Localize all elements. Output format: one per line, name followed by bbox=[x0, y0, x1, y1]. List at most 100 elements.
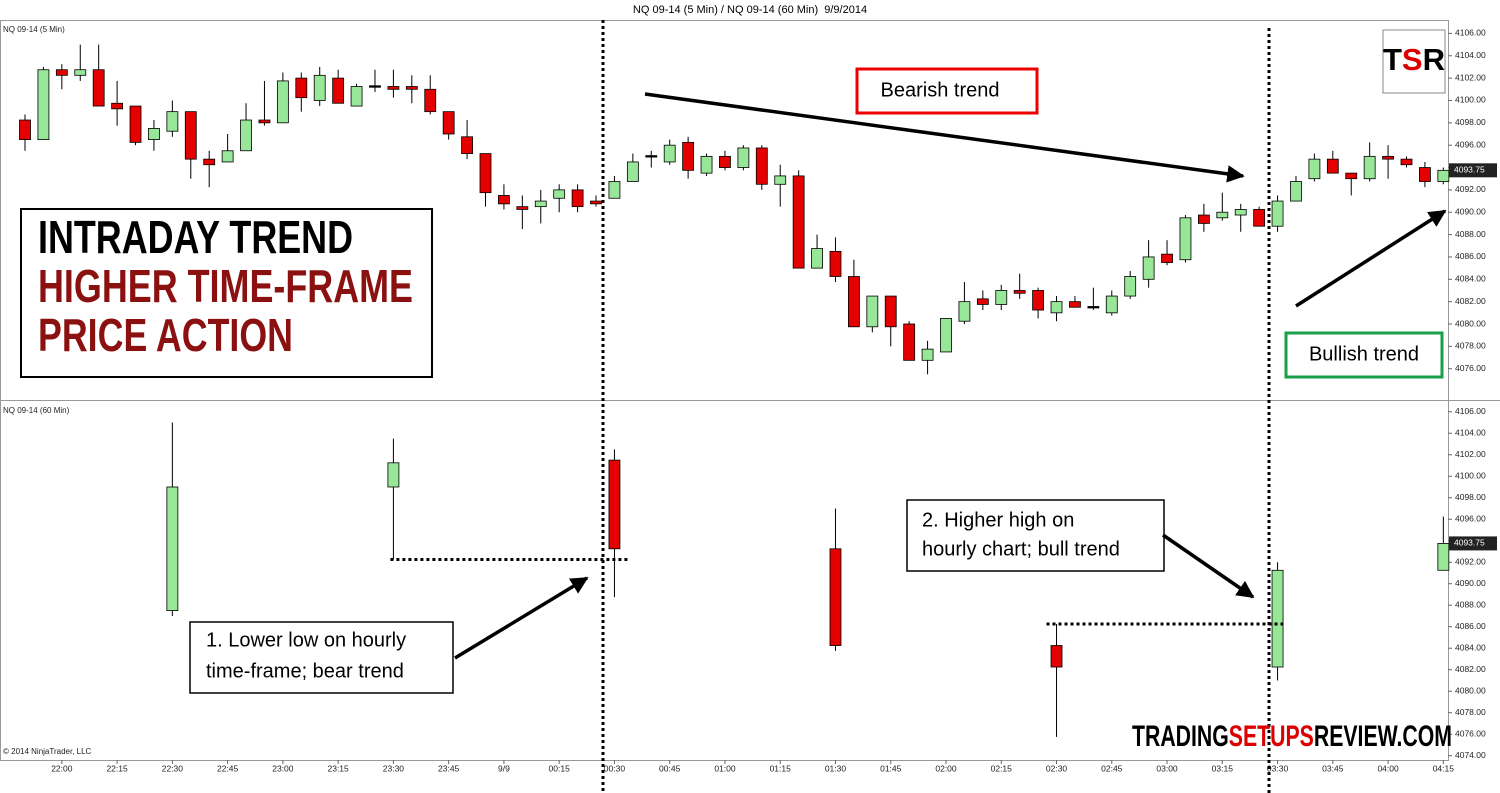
last-price-label: 4093.75 bbox=[1454, 165, 1485, 175]
watermark-part: SETUPS bbox=[1229, 720, 1314, 753]
candle-body bbox=[111, 102, 123, 110]
candle-body bbox=[645, 155, 658, 158]
watermark-part: TRADING bbox=[1132, 720, 1229, 753]
annotation: 1. Lower low on hourly bbox=[206, 629, 406, 651]
headline-line: INTRADAY TREND bbox=[38, 211, 353, 263]
candle-body bbox=[129, 105, 142, 143]
candle-body bbox=[240, 119, 252, 152]
candle-body bbox=[1216, 211, 1229, 219]
x-tick-label: 01:45 bbox=[880, 763, 902, 773]
candle-body bbox=[811, 248, 823, 269]
candle-body bbox=[1363, 155, 1376, 180]
panel-title: NQ 09-14 (60 Min) bbox=[3, 406, 70, 415]
candle-body bbox=[350, 86, 363, 107]
x-tick-label: 9/9 bbox=[498, 763, 510, 773]
candle-body bbox=[442, 111, 455, 135]
candle-body bbox=[1087, 306, 1100, 309]
x-tick-label: 04:15 bbox=[1433, 763, 1455, 773]
candle-body bbox=[958, 301, 971, 322]
headline-box bbox=[20, 208, 433, 378]
annotation-box bbox=[906, 499, 1165, 572]
candle-body bbox=[774, 175, 787, 185]
candle-body bbox=[903, 323, 916, 361]
candle-body bbox=[700, 155, 713, 174]
x-tick-label: 03:00 bbox=[1156, 763, 1178, 773]
logo-letter: T bbox=[1383, 42, 1402, 77]
candle-body bbox=[1290, 181, 1302, 202]
y-tick-label: 4076.00 bbox=[1455, 363, 1486, 373]
candle-body bbox=[534, 200, 547, 208]
arrow bbox=[1162, 533, 1255, 599]
x-tick-label: 22:30 bbox=[162, 763, 184, 773]
candle-body bbox=[1124, 276, 1137, 297]
x-tick-label: 23:45 bbox=[438, 763, 460, 773]
last-price-box bbox=[1449, 536, 1497, 551]
candle-body bbox=[1253, 209, 1266, 227]
candle-body bbox=[203, 158, 216, 166]
arrow bbox=[1295, 209, 1447, 308]
x-tick-label: 02:15 bbox=[991, 763, 1013, 773]
y-tick-label: 4090.00 bbox=[1455, 578, 1486, 588]
candle-body bbox=[829, 548, 842, 646]
candle-body bbox=[313, 74, 326, 101]
y-tick-label: 4096.00 bbox=[1455, 139, 1486, 149]
candle-body bbox=[276, 80, 289, 124]
y-tick-label: 4076.00 bbox=[1455, 728, 1486, 738]
candle-body bbox=[424, 88, 437, 113]
candle-body bbox=[1326, 158, 1339, 174]
annotation: Bearish trend bbox=[881, 79, 1000, 101]
candle-body bbox=[866, 295, 879, 328]
candle-body bbox=[479, 153, 492, 194]
candle-body bbox=[1271, 569, 1284, 668]
logo-letter: R bbox=[1423, 42, 1445, 77]
candle-body bbox=[19, 119, 31, 140]
candle-body bbox=[995, 290, 1008, 305]
x-tick-label: 03:30 bbox=[1267, 763, 1289, 773]
marks: NQ 09-14 (5 Min) 4076.00 4078.00 4080.00 408… bbox=[3, 25, 1497, 773]
x-tick-label: 23:30 bbox=[383, 763, 405, 773]
candle-body bbox=[498, 195, 510, 205]
y-tick-label: 4086.00 bbox=[1455, 251, 1486, 261]
x-tick-label: 00:45 bbox=[659, 763, 681, 773]
logo-box bbox=[1382, 29, 1446, 94]
candle-body bbox=[258, 119, 271, 124]
candle-body bbox=[1105, 295, 1118, 314]
candle-body bbox=[590, 200, 602, 205]
candle-body bbox=[92, 69, 105, 107]
y-tick-label: 4102.00 bbox=[1455, 72, 1486, 82]
x-tick-label: 02:00 bbox=[935, 763, 957, 773]
x-tick-label: 22:00 bbox=[51, 763, 73, 773]
candle-body bbox=[1345, 172, 1358, 180]
candle-body bbox=[1179, 217, 1192, 261]
x-tick-label: 04:00 bbox=[1377, 763, 1399, 773]
candle-body bbox=[1308, 158, 1321, 180]
annotation: Bullish trend bbox=[1309, 343, 1419, 365]
candle-body bbox=[184, 111, 197, 160]
candle-body bbox=[166, 111, 179, 132]
candle-body bbox=[37, 69, 50, 140]
y-tick-label: 4082.00 bbox=[1455, 664, 1486, 674]
candle-body bbox=[719, 155, 731, 168]
annotation-box bbox=[1284, 331, 1444, 379]
y-tick-label: 4084.00 bbox=[1455, 642, 1486, 652]
x-tick-label: 01:30 bbox=[825, 763, 847, 773]
candle-body bbox=[829, 250, 842, 277]
logo: TSR bbox=[1383, 42, 1445, 77]
candle-body bbox=[55, 69, 68, 76]
candle-body bbox=[884, 295, 897, 328]
x-tick-label: 03:45 bbox=[1322, 763, 1344, 773]
y-tick-label: 4092.00 bbox=[1455, 556, 1486, 566]
candle-body bbox=[626, 161, 639, 182]
candle-body bbox=[1050, 645, 1063, 668]
annotation: time-frame; bear trend bbox=[206, 660, 404, 682]
x-tick-label: 01:00 bbox=[714, 763, 736, 773]
y-tick-label: 4104.00 bbox=[1455, 50, 1486, 60]
x-tick-label: 01:15 bbox=[770, 763, 792, 773]
candle-body bbox=[608, 181, 621, 199]
candle-body bbox=[369, 85, 381, 88]
candle-body bbox=[1142, 256, 1155, 280]
x-tick-label: 02:45 bbox=[1101, 763, 1123, 773]
x-tick-label: 22:45 bbox=[217, 763, 239, 773]
y-tick-label: 4088.00 bbox=[1455, 229, 1486, 239]
